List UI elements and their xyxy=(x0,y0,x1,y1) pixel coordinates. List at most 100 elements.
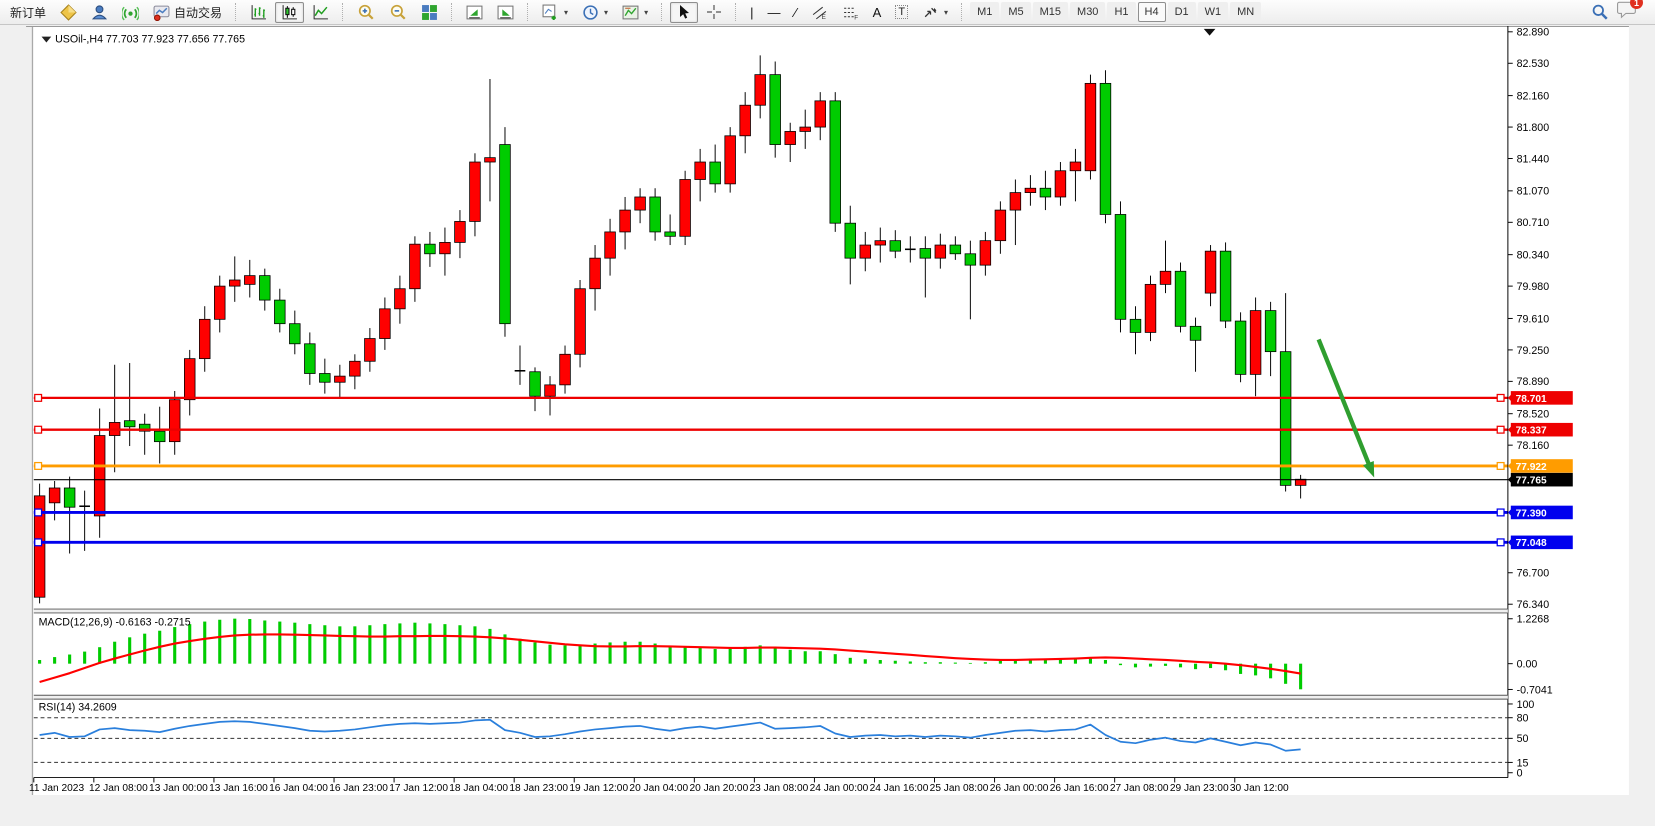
new-chart-button[interactable]: ▾ xyxy=(536,2,574,23)
period-clock-button[interactable]: ▾ xyxy=(576,2,614,23)
metaeditor-button[interactable] xyxy=(54,2,83,23)
cursor-tool-button[interactable] xyxy=(670,1,699,23)
candle xyxy=(1144,283,1157,333)
person-icon xyxy=(91,4,108,21)
scroll-position-marker-icon[interactable] xyxy=(1203,28,1216,36)
tile-windows-button[interactable] xyxy=(415,2,444,23)
signal-button[interactable] xyxy=(116,2,145,23)
channel-tool-button[interactable]: E xyxy=(805,2,834,23)
trend-arrow-head[interactable] xyxy=(1363,460,1375,478)
indicator-window-alt-button[interactable] xyxy=(491,2,520,23)
tab-timeframe-m30[interactable]: M30 xyxy=(1070,2,1106,22)
candle xyxy=(153,430,166,443)
fibonacci-tool-button[interactable]: F xyxy=(836,2,865,23)
candle xyxy=(994,209,1007,242)
hline-handle[interactable] xyxy=(34,538,43,547)
candle xyxy=(274,299,286,325)
tab-timeframe-w1[interactable]: W1 xyxy=(1197,2,1229,22)
profile-button[interactable] xyxy=(85,2,114,23)
panel-splitter[interactable] xyxy=(33,695,1508,700)
label-tool-button[interactable]: T xyxy=(889,2,914,23)
vertical-line-tool-button[interactable]: | xyxy=(744,2,759,23)
hline-handle[interactable] xyxy=(34,461,43,470)
hline-handle[interactable] xyxy=(34,393,43,402)
hline-handle[interactable] xyxy=(34,425,43,434)
hline-handle[interactable] xyxy=(34,508,43,517)
new-order-label: 新订单 xyxy=(10,5,47,20)
time-tick-label: 16 Jan 04:00 xyxy=(269,783,328,794)
candle xyxy=(123,420,136,428)
bottom-strip xyxy=(26,795,1629,801)
horizontal-line-tool-button[interactable]: — xyxy=(761,2,786,23)
hline-handle[interactable] xyxy=(1496,538,1505,547)
tab-timeframe-h4[interactable]: H4 xyxy=(1137,2,1166,22)
trend-arrow[interactable] xyxy=(1316,338,1372,468)
indicator-window-button[interactable] xyxy=(460,2,489,23)
tab-timeframe-d1[interactable]: D1 xyxy=(1167,2,1196,22)
candle xyxy=(1174,270,1187,327)
symbol-dropdown-icon[interactable] xyxy=(41,36,52,43)
hline-handle[interactable] xyxy=(1496,425,1505,434)
time-tick-label: 20 Jan 20:00 xyxy=(689,783,748,794)
line-chart-type-button[interactable] xyxy=(306,2,335,23)
tab-timeframe-h1[interactable]: H1 xyxy=(1107,2,1136,22)
candle xyxy=(214,285,226,320)
candle xyxy=(1039,187,1052,198)
tab-timeframe-mn[interactable]: MN xyxy=(1230,2,1262,22)
time-tick-label: 18 Jan 04:00 xyxy=(449,783,508,794)
separator xyxy=(661,3,663,21)
svg-text:E: E xyxy=(821,13,825,19)
candlestick-chart-type-button[interactable] xyxy=(275,1,305,23)
symbol-info: USOil-,H4 77.703 77.923 77.656 77.765 xyxy=(55,33,245,45)
price-tick-label: 81.800 xyxy=(1517,122,1550,134)
notifications-button[interactable]: 1 xyxy=(1617,0,1643,24)
price-tick-label: 80.340 xyxy=(1517,250,1550,262)
panel-splitter[interactable] xyxy=(33,609,1508,613)
candle xyxy=(739,104,751,137)
time-tick-label: 17 Jan 12:00 xyxy=(389,783,448,794)
search-button[interactable] xyxy=(1585,2,1615,23)
hline-handle[interactable] xyxy=(1496,393,1505,402)
rsi-axis-label: 80 xyxy=(1517,713,1529,725)
candle xyxy=(33,495,46,598)
time-tick-label: 27 Jan 08:00 xyxy=(1110,783,1169,794)
candle xyxy=(784,131,796,145)
zoom-in-button[interactable] xyxy=(351,2,381,23)
time-tick-label: 11 Jan 2023 xyxy=(29,783,85,794)
new-order-button[interactable]: 新订单 xyxy=(4,2,52,23)
candle xyxy=(469,161,481,222)
candle xyxy=(934,244,947,259)
bar-chart-icon xyxy=(250,4,267,21)
candle xyxy=(754,74,766,106)
tab-timeframe-m15[interactable]: M15 xyxy=(1032,2,1069,22)
candle xyxy=(709,161,721,185)
candle xyxy=(138,423,151,432)
time-tick-label: 16 Jan 23:00 xyxy=(329,783,388,794)
candle xyxy=(559,353,571,386)
trendline-tool-button[interactable]: ⁄ xyxy=(788,2,802,23)
text-tool-button[interactable]: A xyxy=(867,2,888,23)
price-tag-label: 77.922 xyxy=(1516,462,1547,473)
candle xyxy=(79,505,90,508)
bar-chart-type-button[interactable] xyxy=(244,2,273,23)
macd-axis-label: 0.00 xyxy=(1517,659,1538,671)
hline-handle[interactable] xyxy=(1496,461,1505,470)
line-chart-icon xyxy=(312,4,329,21)
tab-timeframe-m5[interactable]: M5 xyxy=(1001,2,1031,22)
arrows-tool-button[interactable]: ▾ xyxy=(916,2,954,23)
candle xyxy=(514,370,526,372)
crosshair-tool-button[interactable] xyxy=(700,2,728,23)
candle xyxy=(484,157,496,163)
auto-trading-button[interactable]: 自动交易 xyxy=(147,2,228,23)
tab-timeframe-m1[interactable]: M1 xyxy=(970,2,1000,22)
price-tick-label: 82.160 xyxy=(1517,90,1550,102)
template-button[interactable]: ▾ xyxy=(616,2,654,23)
vertical-line-icon: | xyxy=(750,4,754,20)
candle xyxy=(364,338,376,362)
hline-handle[interactable] xyxy=(1496,508,1505,517)
candle xyxy=(724,135,736,185)
zoom-out-button[interactable] xyxy=(383,2,413,23)
candles-layer xyxy=(33,55,1307,604)
candle xyxy=(1009,192,1022,211)
signal-icon xyxy=(122,4,140,21)
